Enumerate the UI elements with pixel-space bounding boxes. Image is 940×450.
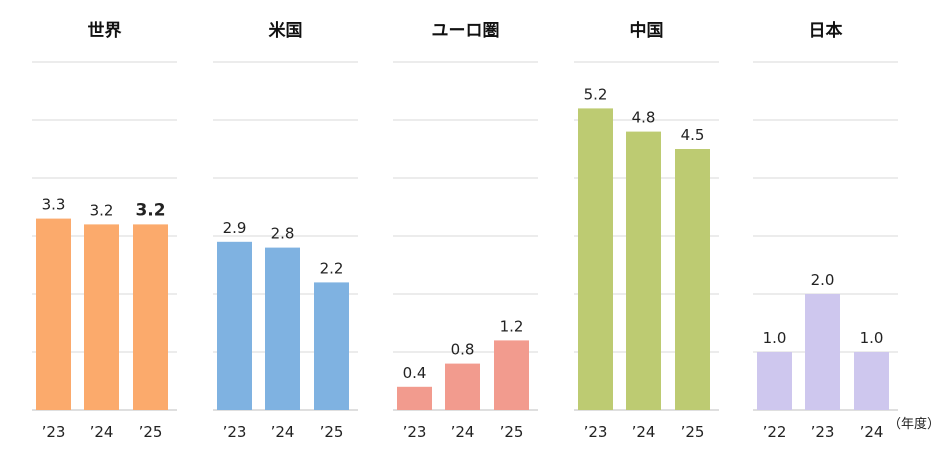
year-tick-label: ’24 [451,423,475,441]
bar [626,131,661,410]
year-tick-label: ’25 [139,423,163,441]
bar [675,149,710,410]
bar-value-label: 4.8 [632,109,656,127]
panel-title: 世界 [88,21,122,41]
bar-value-label: 3.3 [42,196,66,214]
bar-value-label: 3.2 [90,201,114,219]
bar [217,241,252,410]
year-tick-label: ’24 [860,423,884,441]
year-tick-label: ’23 [42,423,66,441]
panel-title: ユーロ圏 [432,21,500,41]
bar-value-label: 2.9 [223,219,247,237]
year-tick-label: ’25 [320,423,344,441]
bar-value-label: 2.8 [271,225,295,243]
chart-panel: 世界 3.3 ’23 3.2 ’24 3.2 ’25 [32,21,177,441]
year-tick-label: ’22 [763,423,787,441]
chart-panel: 中国 5.2 ’23 4.8 ’24 4.5 ’25 [574,20,719,441]
year-tick-label: ’25 [681,423,705,441]
year-tick-label: ’24 [632,423,656,441]
fiscal-year-unit-label: （年度） [888,416,940,432]
bar-value-label: 0.4 [403,364,427,382]
year-tick-label: ’24 [271,423,295,441]
year-tick-label: ’23 [584,423,608,441]
bar-value-label: 1.2 [500,317,524,335]
bar-value-label: 2.0 [811,271,835,289]
bar [494,340,529,410]
bar-value-label: 4.5 [681,126,705,144]
bar [445,363,480,410]
year-tick-label: ’23 [811,423,835,441]
bar [397,386,432,410]
bar-value-label: 5.2 [584,85,608,103]
year-tick-label: ’24 [90,423,114,441]
panel-title: 中国 [630,20,664,41]
bar [84,224,119,410]
chart-panel: ユーロ圏 0.4 ’23 0.8 ’24 1.2 ’25 [393,21,538,441]
bar-value-label: 3.2 [135,200,165,220]
chart-panel: 米国 2.9 ’23 2.8 ’24 2.2 ’25 [213,20,358,441]
year-tick-label: ’25 [500,423,524,441]
bar [36,218,71,410]
bar-value-label: 2.2 [320,259,344,277]
bar-value-label: 0.8 [451,341,475,359]
bar [854,352,889,410]
bar [265,247,300,410]
bar [578,108,613,411]
year-tick-label: ’23 [223,423,247,441]
bar [805,294,840,410]
bar [757,352,792,410]
bar-value-label: 1.0 [860,329,884,347]
panel-title: 日本 [809,20,843,41]
bar-value-label: 1.0 [763,329,787,347]
panel-title: 米国 [269,20,303,41]
year-tick-label: ’23 [403,423,427,441]
bar [133,224,168,410]
chart-panel: 日本 1.0 ’22 2.0 ’23 1.0 ’24 [753,20,898,441]
bar [314,282,349,410]
